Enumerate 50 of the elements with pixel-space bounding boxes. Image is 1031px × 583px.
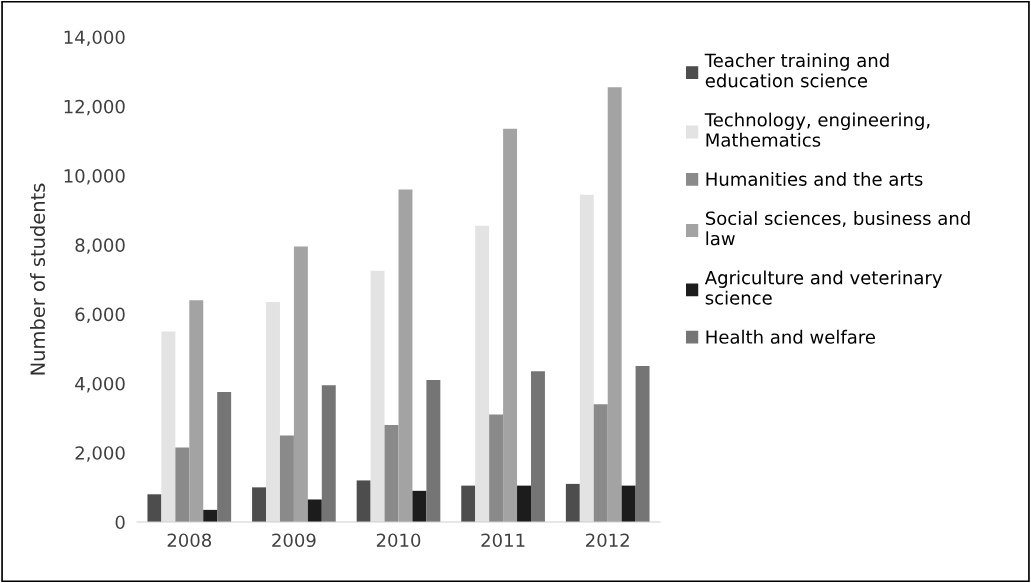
bar: [461, 485, 476, 522]
legend-label: Teacher training and education science: [704, 53, 889, 88]
bar: [412, 490, 427, 522]
y-tick-label: 12,000: [64, 99, 125, 116]
x-tick-label: 2011: [481, 533, 525, 548]
bar: [266, 302, 280, 522]
y-tick-label: 8,000: [75, 238, 125, 254]
y-axis-title: Number of students: [30, 183, 46, 375]
y-tick-label: 10,000: [64, 169, 125, 185]
bar: [384, 425, 399, 522]
bar: [356, 480, 371, 522]
bar: [517, 485, 531, 522]
legend-label: Humanities and the arts: [706, 171, 923, 186]
legend-label: Technology, engineering, Mathematics: [704, 112, 930, 147]
bar: [475, 225, 490, 522]
bar: [579, 194, 594, 522]
bar: [189, 300, 204, 522]
legend-label: Health and welfare: [706, 329, 875, 344]
bar: [203, 509, 218, 522]
bar: [293, 246, 308, 522]
bar: [252, 487, 267, 522]
legend-label: Social sciences, business and law: [705, 211, 970, 246]
bar: [489, 414, 504, 522]
bar: [593, 404, 608, 522]
x-tick-label: 2010: [376, 533, 421, 548]
bar: [398, 189, 413, 522]
bar: [217, 392, 232, 522]
bar: [279, 435, 294, 522]
bar: [565, 483, 580, 522]
x-tick-label: 2008: [167, 533, 212, 548]
x-tick-label: 2012: [586, 533, 629, 548]
bar: [307, 499, 322, 522]
y-tick-label: 0: [115, 515, 125, 530]
bar: [370, 270, 385, 522]
bar: [621, 485, 636, 522]
bar: [607, 87, 622, 522]
x-tick-label: 2009: [272, 533, 316, 548]
bar: [635, 366, 650, 522]
bar: [530, 371, 545, 522]
legend-label: Agriculture and veterinary science: [704, 270, 942, 305]
bar: [147, 494, 162, 522]
bar: [161, 331, 176, 522]
y-tick-label: 2,000: [75, 446, 125, 462]
bar: [503, 128, 518, 522]
bar: [175, 447, 190, 522]
y-tick-label: 14,000: [64, 30, 125, 46]
bar: [426, 379, 441, 522]
bar: [321, 385, 336, 522]
y-tick-label: 6,000: [75, 307, 125, 324]
y-tick-label: 4,000: [75, 376, 125, 393]
